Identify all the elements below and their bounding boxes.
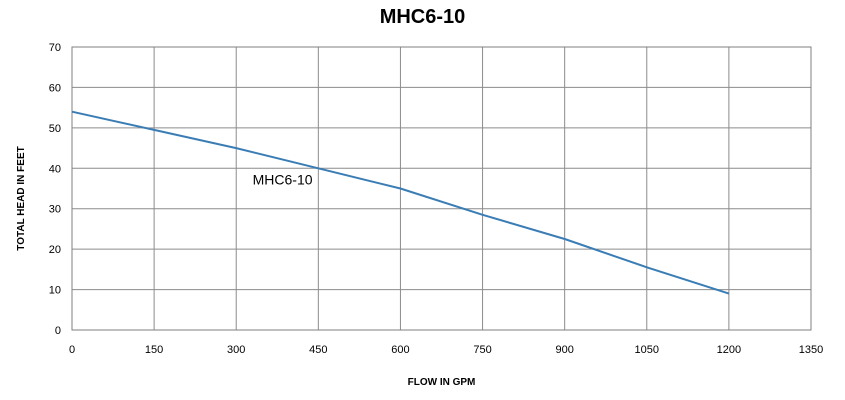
x-tick-label: 1200 <box>717 344 741 356</box>
y-tick-label: 50 <box>49 123 61 135</box>
x-tick-label: 300 <box>227 344 245 356</box>
grid-layer <box>71 46 812 331</box>
x-tick-label: 600 <box>391 344 409 356</box>
x-tick-label: 750 <box>473 344 491 356</box>
y-tick-label: 10 <box>49 285 61 297</box>
x-tick-label: 150 <box>145 344 163 356</box>
plot-frame <box>71 46 812 331</box>
y-tick-label: 30 <box>49 204 61 216</box>
y-axis-tick-labels: 0 10 20 30 40 50 60 70 <box>49 42 61 337</box>
y-tick-label: 40 <box>49 163 61 175</box>
x-axis-tick-labels: 0 150 300 450 600 750 900 1050 1200 1350 <box>69 344 823 356</box>
chart-title: MHC6-10 <box>379 6 466 28</box>
x-tick-label: 900 <box>555 344 573 356</box>
y-axis-title: TOTAL HEAD IN FEET <box>16 146 27 250</box>
x-tick-label: 1050 <box>635 344 659 356</box>
x-tick-label: 0 <box>69 344 75 356</box>
series-line-mhc6-10 <box>71 110 730 295</box>
y-tick-label: 60 <box>49 82 61 94</box>
x-tick-label: 450 <box>309 344 327 356</box>
x-axis-title: FLOW IN GPM <box>408 377 476 388</box>
y-tick-label: 20 <box>49 244 61 256</box>
y-tick-label: 0 <box>55 325 61 337</box>
series-label: MHC6-10 <box>253 171 313 187</box>
series-layer <box>71 110 730 295</box>
x-tick-label: 1350 <box>799 344 823 356</box>
y-tick-label: 70 <box>49 42 61 54</box>
